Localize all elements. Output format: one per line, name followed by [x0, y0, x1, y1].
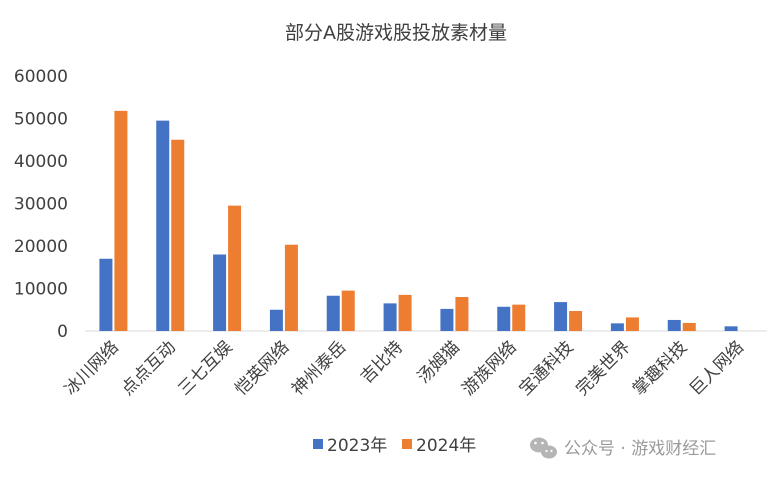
bar-2023 — [497, 306, 511, 331]
x-tick-label: 完美世界 — [572, 337, 634, 399]
x-tick-label: 恺英网络 — [231, 337, 293, 399]
legend-label: 2024年 — [416, 436, 476, 456]
y-tick-label: 40000 — [14, 152, 68, 172]
bar-2024 — [228, 205, 242, 331]
bar-2023 — [269, 309, 283, 331]
bar-2024 — [341, 290, 355, 331]
bars — [99, 110, 738, 331]
y-tick-label: 20000 — [14, 237, 68, 257]
x-tick-label: 游族网络 — [459, 337, 521, 399]
y-axis-ticks: 0 10000 20000 30000 40000 50000 60000 — [14, 67, 68, 342]
legend: 2023年 2024年 — [313, 436, 476, 456]
x-tick-label: 点点互动 — [118, 337, 180, 399]
wechat-icon — [530, 437, 557, 459]
x-tick-label: 掌趣科技 — [629, 337, 691, 399]
bar-2024 — [114, 110, 128, 331]
x-tick-label: 冰川网络 — [61, 337, 123, 399]
y-tick-label: 50000 — [14, 110, 68, 130]
bar-2023 — [383, 303, 397, 331]
bar-2024 — [682, 322, 696, 331]
bar-2023 — [326, 295, 340, 331]
bar-2023 — [667, 319, 681, 331]
bar-2023 — [724, 326, 738, 331]
bar-2023 — [156, 120, 170, 331]
legend-swatch — [402, 439, 412, 449]
bar-2023 — [440, 308, 454, 331]
x-tick-label: 三七互娱 — [174, 337, 236, 399]
x-tick-label: 巨人网络 — [686, 337, 748, 399]
bar-2024 — [625, 317, 639, 331]
bar-2024 — [398, 294, 412, 331]
y-tick-label: 0 — [57, 322, 68, 342]
x-tick-label: 神州泰岳 — [288, 337, 350, 399]
legend-label: 2023年 — [327, 436, 387, 456]
chart-title: 部分A股游戏股投放素材量 — [285, 22, 507, 44]
watermark-text: 公众号 · 游戏财经汇 — [564, 439, 716, 459]
x-tick-label: 宝通科技 — [515, 337, 577, 399]
bar-2023 — [554, 302, 568, 331]
watermark: 公众号 · 游戏财经汇 — [530, 437, 716, 459]
y-tick-label: 60000 — [14, 67, 68, 87]
bar-2024 — [284, 244, 298, 331]
bar-2024 — [512, 304, 526, 331]
x-tick-label: 汤姆猫 — [414, 337, 464, 387]
bar-2024 — [455, 297, 469, 331]
y-tick-label: 30000 — [14, 195, 68, 215]
legend-swatch — [313, 439, 323, 449]
bar-2024 — [171, 139, 185, 331]
bar-2023 — [610, 323, 624, 331]
bar-2023 — [99, 258, 113, 331]
bar-2024 — [569, 311, 583, 331]
y-tick-label: 10000 — [14, 280, 68, 300]
bar-2023 — [213, 254, 227, 331]
x-tick-label: 吉比特 — [357, 337, 407, 387]
